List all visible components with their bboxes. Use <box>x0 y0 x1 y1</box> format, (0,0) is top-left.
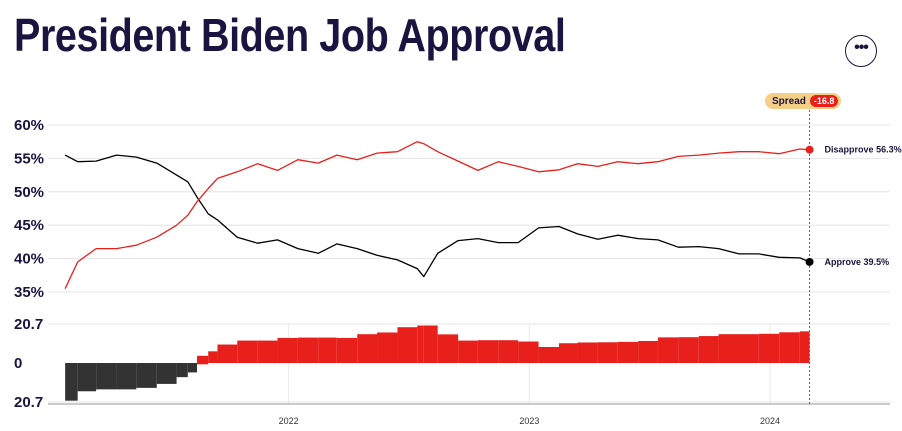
spread-bar <box>437 334 459 363</box>
disapprove-end-marker <box>805 145 814 154</box>
approve-line <box>64 154 810 278</box>
spread-bar <box>116 363 137 390</box>
spread-bar <box>136 363 157 388</box>
spread-bar <box>423 325 438 363</box>
spread-bar <box>96 363 117 390</box>
spread-bar <box>617 341 639 363</box>
spread-bar <box>65 363 78 401</box>
spread-tick-label: 0 <box>14 355 22 372</box>
spread-bar <box>377 332 398 363</box>
spread-bar <box>559 343 578 363</box>
spread-bar <box>638 340 658 363</box>
spread-bar <box>758 333 780 363</box>
spread-bar <box>518 341 539 363</box>
spread-badge: Spread -16.8 <box>765 93 842 109</box>
approve-end-marker <box>805 257 814 266</box>
spread-bar <box>77 363 97 392</box>
spread-bar <box>257 340 278 363</box>
y-tick-label: 50% <box>14 184 44 201</box>
spread-bar <box>477 340 499 363</box>
spread-bar <box>718 334 740 363</box>
spread-bar <box>799 331 810 363</box>
more-options-button[interactable]: ••• <box>845 35 877 67</box>
spread-bar <box>156 363 177 384</box>
spread-bar <box>498 340 519 363</box>
spread-bar <box>237 340 258 363</box>
more-horizontal-icon: ••• <box>854 39 869 56</box>
y-tick-label: 60% <box>14 117 44 134</box>
spread-bar <box>698 336 719 363</box>
approve-end-label: Approve 39.5% <box>825 257 890 267</box>
spread-bar <box>597 342 618 363</box>
disapprove-end-label: Disapprove 56.3% <box>825 145 902 155</box>
spread-bar <box>678 337 699 363</box>
spread-bar <box>217 344 238 363</box>
spread-bar <box>657 337 679 363</box>
spread-bar <box>197 355 209 365</box>
x-tick-label: 2024 <box>760 416 780 426</box>
spread-bar <box>739 334 759 363</box>
spread-bar <box>277 337 298 363</box>
spread-bar <box>336 337 358 363</box>
spread-bar <box>357 334 378 363</box>
y-tick-label: 40% <box>14 251 44 268</box>
spread-bar <box>318 337 337 363</box>
spread-bar <box>397 327 418 363</box>
spread-bar <box>417 325 424 363</box>
disapprove-line <box>64 141 810 289</box>
spread-bar <box>176 363 188 378</box>
spread-bar <box>538 346 560 363</box>
spread-bar <box>187 363 198 373</box>
spread-value: -16.8 <box>809 95 839 107</box>
y-tick-label: 35% <box>14 284 44 301</box>
y-tick-label: 55% <box>14 150 44 167</box>
spread-bar <box>297 337 319 363</box>
spread-tick-label: 20.7 <box>14 316 43 333</box>
y-tick-label: 45% <box>14 217 44 234</box>
x-tick-label: 2023 <box>519 416 539 426</box>
spread-tick-label: 20.7 <box>14 394 43 411</box>
spread-label: Spread <box>772 95 806 107</box>
x-tick-label: 2022 <box>279 416 299 426</box>
spread-bar <box>779 332 800 363</box>
spread-bar <box>208 351 218 363</box>
spread-bar <box>458 340 478 363</box>
page-title: President Biden Job Approval <box>14 9 566 61</box>
spread-bar <box>577 342 598 363</box>
